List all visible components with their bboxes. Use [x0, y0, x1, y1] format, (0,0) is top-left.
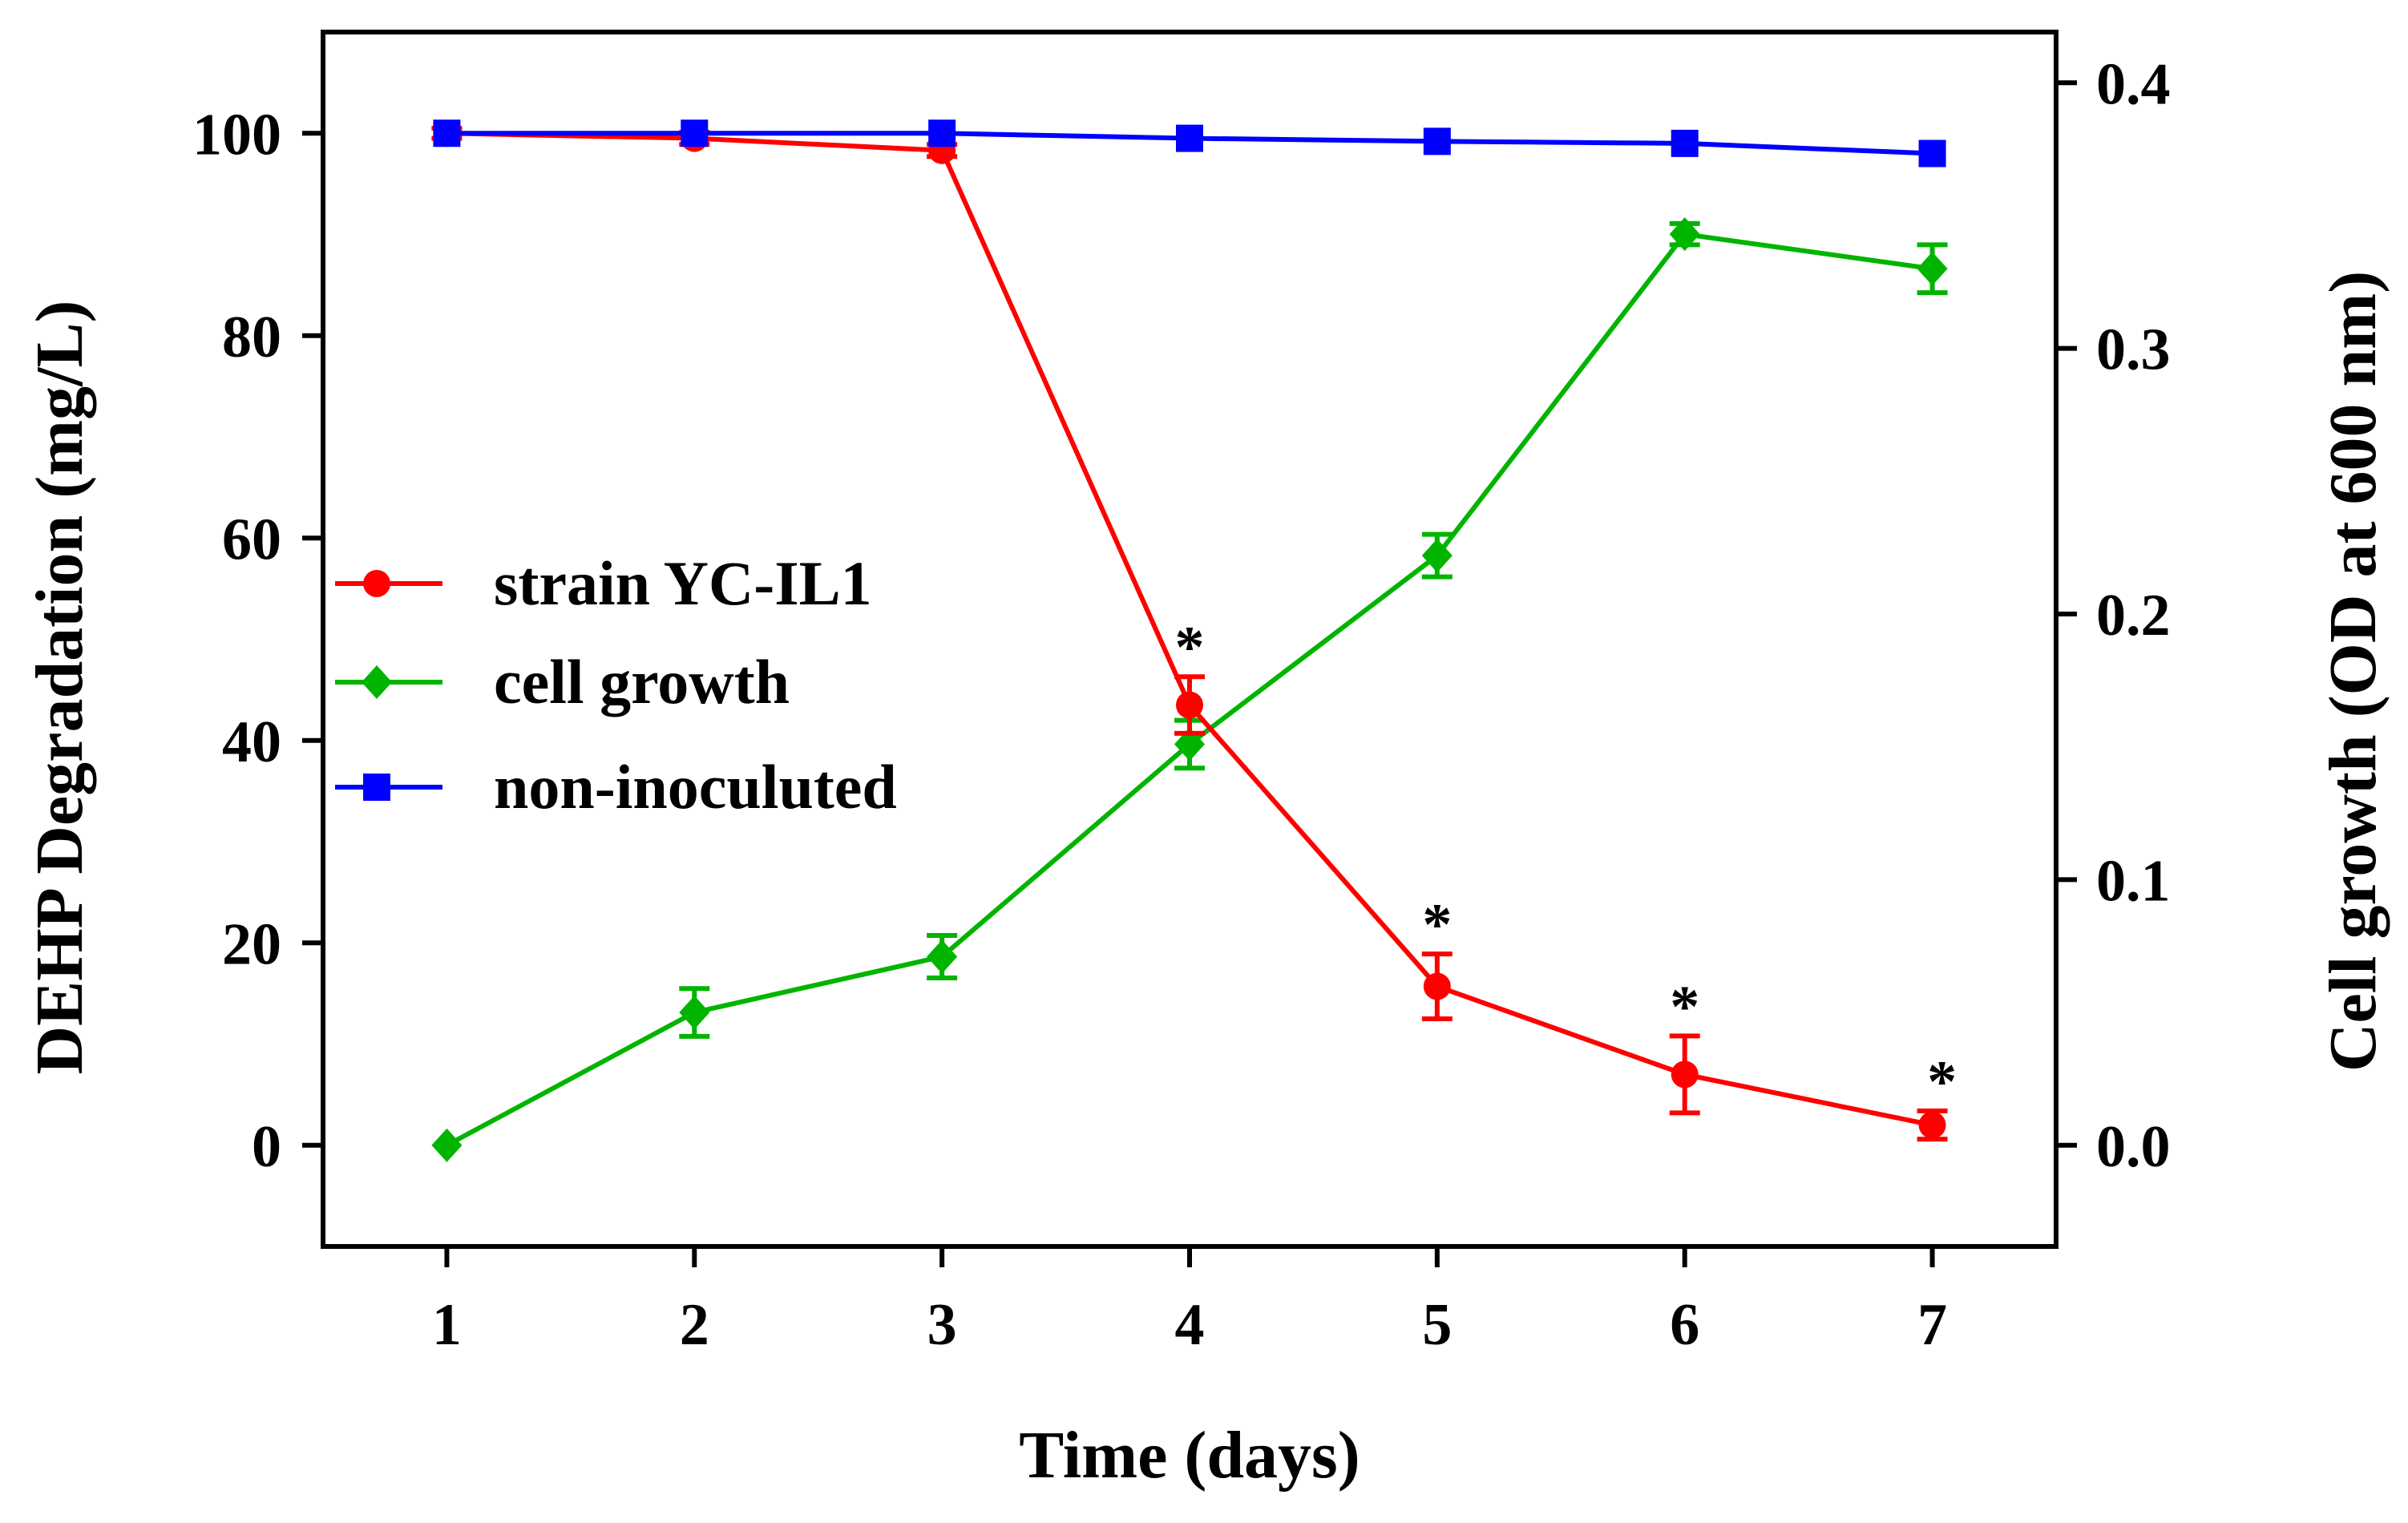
data-point-cell-growth: [1917, 252, 1948, 286]
legend-marker: [363, 570, 390, 597]
data-point-strain-yc-il1: [1423, 972, 1451, 1000]
data-point-non-inoculuted: [433, 119, 461, 147]
legend-item-strain-yc-il1: strain YC-IL1: [335, 548, 872, 618]
x-tick-label: 5: [1422, 1292, 1452, 1358]
x-tick-label: 7: [1917, 1292, 1947, 1358]
series-layer: * * * *: [431, 119, 1957, 1162]
legend-item-non-inoculuted: non-inoculuted: [335, 752, 897, 822]
data-point-strain-yc-il1: [1176, 691, 1203, 719]
x-tick-label: 4: [1175, 1292, 1205, 1358]
axes: 1 2 3 4 5 6 7 0 20 40 60 80 100 0.0 0.1 0.2 0.3 0.4 Time (…: [22, 30, 2390, 1493]
y-right-tick-label: 0.4: [2096, 51, 2171, 117]
data-point-strain-yc-il1: [1918, 1111, 1946, 1139]
x-tick-label: 2: [680, 1292, 709, 1358]
significance-marker: *: [1175, 615, 1205, 681]
x-tick-label: 1: [432, 1292, 462, 1358]
data-point-non-inoculuted: [1918, 139, 1946, 168]
y-left-tick-label: 100: [192, 102, 281, 168]
series-cell-growth: [431, 217, 1948, 1162]
legend-marker: [362, 665, 392, 699]
y-left-tick-label: 80: [222, 305, 281, 370]
data-point-non-inoculuted: [928, 119, 956, 147]
y-right-tick-label: 0.0: [2096, 1114, 2171, 1180]
data-point-cell-growth: [431, 1128, 463, 1162]
x-tick-label: 6: [1670, 1292, 1699, 1358]
series-strain-yc-il1: * * * *: [431, 119, 1957, 1142]
series-non-inoculuted: [433, 119, 1946, 168]
legend-label: cell growth: [494, 647, 790, 717]
data-point-cell-growth: [1669, 217, 1700, 252]
x-axis-title: Time (days): [1019, 1418, 1360, 1493]
data-point-cell-growth: [1421, 539, 1452, 573]
data-point-non-inoculuted: [1671, 129, 1699, 157]
y-right-tick-label: 0.1: [2096, 848, 2171, 914]
y-right-tick-label: 0.3: [2096, 317, 2171, 383]
significance-marker: *: [1422, 892, 1452, 958]
significance-marker: *: [1927, 1049, 1957, 1115]
data-point-non-inoculuted: [681, 119, 709, 147]
data-point-non-inoculuted: [1423, 127, 1451, 156]
y-right-axis-title: Cell growth (OD at 600 nm): [2316, 271, 2390, 1072]
legend-label: strain YC-IL1: [494, 548, 872, 618]
significance-marker: *: [1670, 974, 1699, 1040]
legend-marker: [363, 774, 390, 801]
legend-label: non-inoculuted: [494, 752, 897, 822]
legend-item-cell-growth: cell growth: [335, 647, 790, 717]
x-tick-label: 3: [927, 1292, 957, 1358]
data-point-cell-growth: [679, 996, 710, 1030]
data-point-cell-growth: [927, 939, 958, 974]
y-left-tick-label: 40: [222, 709, 281, 775]
y-left-tick-label: 0: [252, 1114, 281, 1180]
y-left-tick-label: 60: [222, 507, 281, 572]
y-left-axis-title: DEHP Degradation (mg/L): [22, 301, 97, 1075]
y-left-tick-label: 20: [222, 911, 281, 977]
data-point-strain-yc-il1: [1671, 1060, 1699, 1089]
legend: strain YC-IL1 cell growth non-inoculuted: [335, 548, 897, 822]
y-right-tick-label: 0.2: [2096, 583, 2171, 648]
data-point-non-inoculuted: [1176, 124, 1203, 152]
